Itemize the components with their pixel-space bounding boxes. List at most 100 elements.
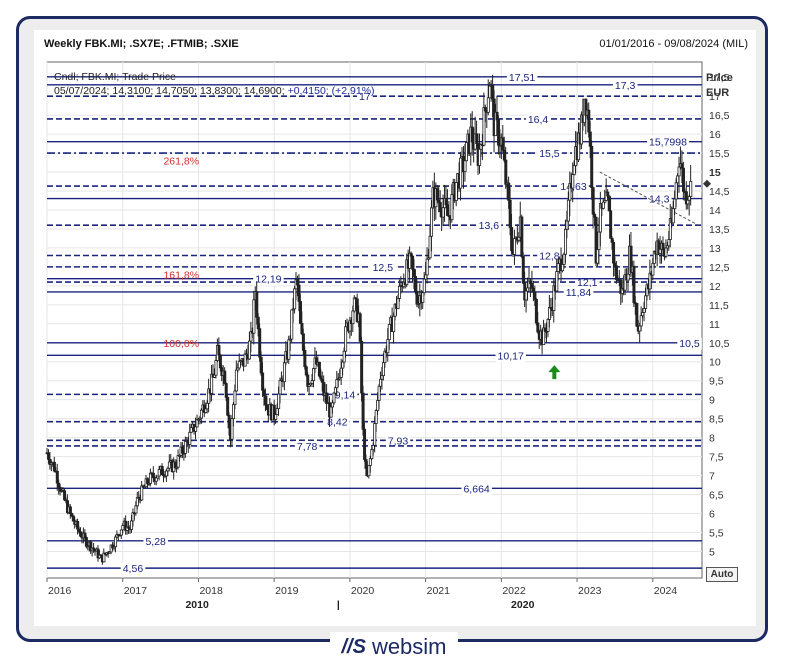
candle-body [329,406,333,418]
candle-body [392,315,396,333]
y-tick-label: 14,5 [709,186,730,198]
candle-body [555,271,559,292]
x-tick-label: 2019 [275,585,299,597]
y-tick-label: 11,5 [709,300,729,312]
candle-body [495,111,499,121]
candle-body [424,274,428,280]
level-label-bg [253,273,284,286]
level-label: 4,56 [123,563,144,575]
y-tick-label: 7 [709,471,715,483]
candle-body [63,490,67,501]
candle-body [587,109,591,133]
candle-body [165,470,169,477]
candle-body [262,389,266,397]
level-label: 15,7998 [649,137,687,149]
candle-body [543,327,547,332]
x-tick-label: 2020 [351,585,375,597]
plot-area [46,61,703,579]
y-tick-label: 17,5 [709,72,730,84]
candle-body [411,255,415,270]
level-label: 16,4 [528,114,549,126]
candle-body [632,265,636,304]
candle-body [312,368,316,381]
candle-body [677,166,681,177]
candle-body [508,199,512,228]
candle-body [290,309,294,340]
level-label: 7,93 [388,435,409,447]
candle-body [218,354,222,369]
candle-body [409,252,413,257]
candle-body [422,278,426,294]
level-label: 12,1 [577,277,598,289]
candle-body [635,303,639,327]
candle-body [531,287,535,293]
candle-body [609,210,613,239]
candle-body [513,238,517,255]
level-label: 17,3 [615,80,636,92]
candle-body [398,285,402,299]
candle-body [377,385,381,401]
candle-body [613,262,617,267]
candle-body [298,301,302,324]
candle-body [167,461,171,469]
candle-body [204,408,208,413]
y-tick-label: 11 [709,319,720,331]
candle-body [140,485,144,501]
candle-body [227,414,231,429]
candle-body [572,165,576,175]
candle-body [639,315,643,327]
candle-body [231,404,235,419]
candle-body [148,472,152,484]
candle-body [352,297,356,312]
candle-body [446,204,450,216]
candle-body [293,288,297,310]
candle-body [84,537,88,547]
change-value: +0,4150; (+2,91%) [287,85,375,97]
secondary-x-label: 2010 [185,599,209,611]
candle-body [230,418,234,440]
candle-body [181,446,185,454]
candle-body [76,521,80,530]
candle-body [151,472,155,479]
candle-body [648,272,652,290]
candle-body [358,313,362,342]
level-label-bg [646,193,672,206]
candle-body [381,362,385,377]
level-label: 15,5 [539,148,560,160]
level-label: 13,6 [479,220,500,232]
websim-wordmark: websim [371,634,447,659]
level-label: 10,17 [498,350,524,362]
x-tick-label: 2024 [654,585,678,597]
candle-body [546,319,550,332]
candle-body [491,84,495,100]
candle-body [450,194,454,221]
candle-body [412,268,416,277]
candle-body [430,207,434,237]
candle-body [612,242,616,264]
auto-scale-button[interactable]: Auto [706,567,738,582]
candle-body [530,283,534,289]
candle-body [265,404,269,410]
candle-body [331,402,335,408]
candle-body [52,461,56,472]
candle-body [470,126,474,143]
candle-body [217,345,221,356]
candle-body [344,326,348,352]
candle-body [689,180,693,197]
candle-body [562,253,566,265]
candle-body [547,307,551,320]
candle-body [367,465,371,477]
x-tick-label: 2023 [578,585,602,597]
candle-body [435,188,439,201]
x-tick-label: 2018 [199,585,223,597]
candle-body [483,107,487,112]
candle-body [614,265,618,280]
candle-body [243,353,247,367]
candle-body [176,455,180,468]
level-label-bg [476,220,502,233]
candle-body [664,247,668,257]
y-tick-label: 14 [709,205,721,217]
candle-body [601,201,605,209]
candle-body [396,297,400,309]
candle-body [339,367,343,378]
